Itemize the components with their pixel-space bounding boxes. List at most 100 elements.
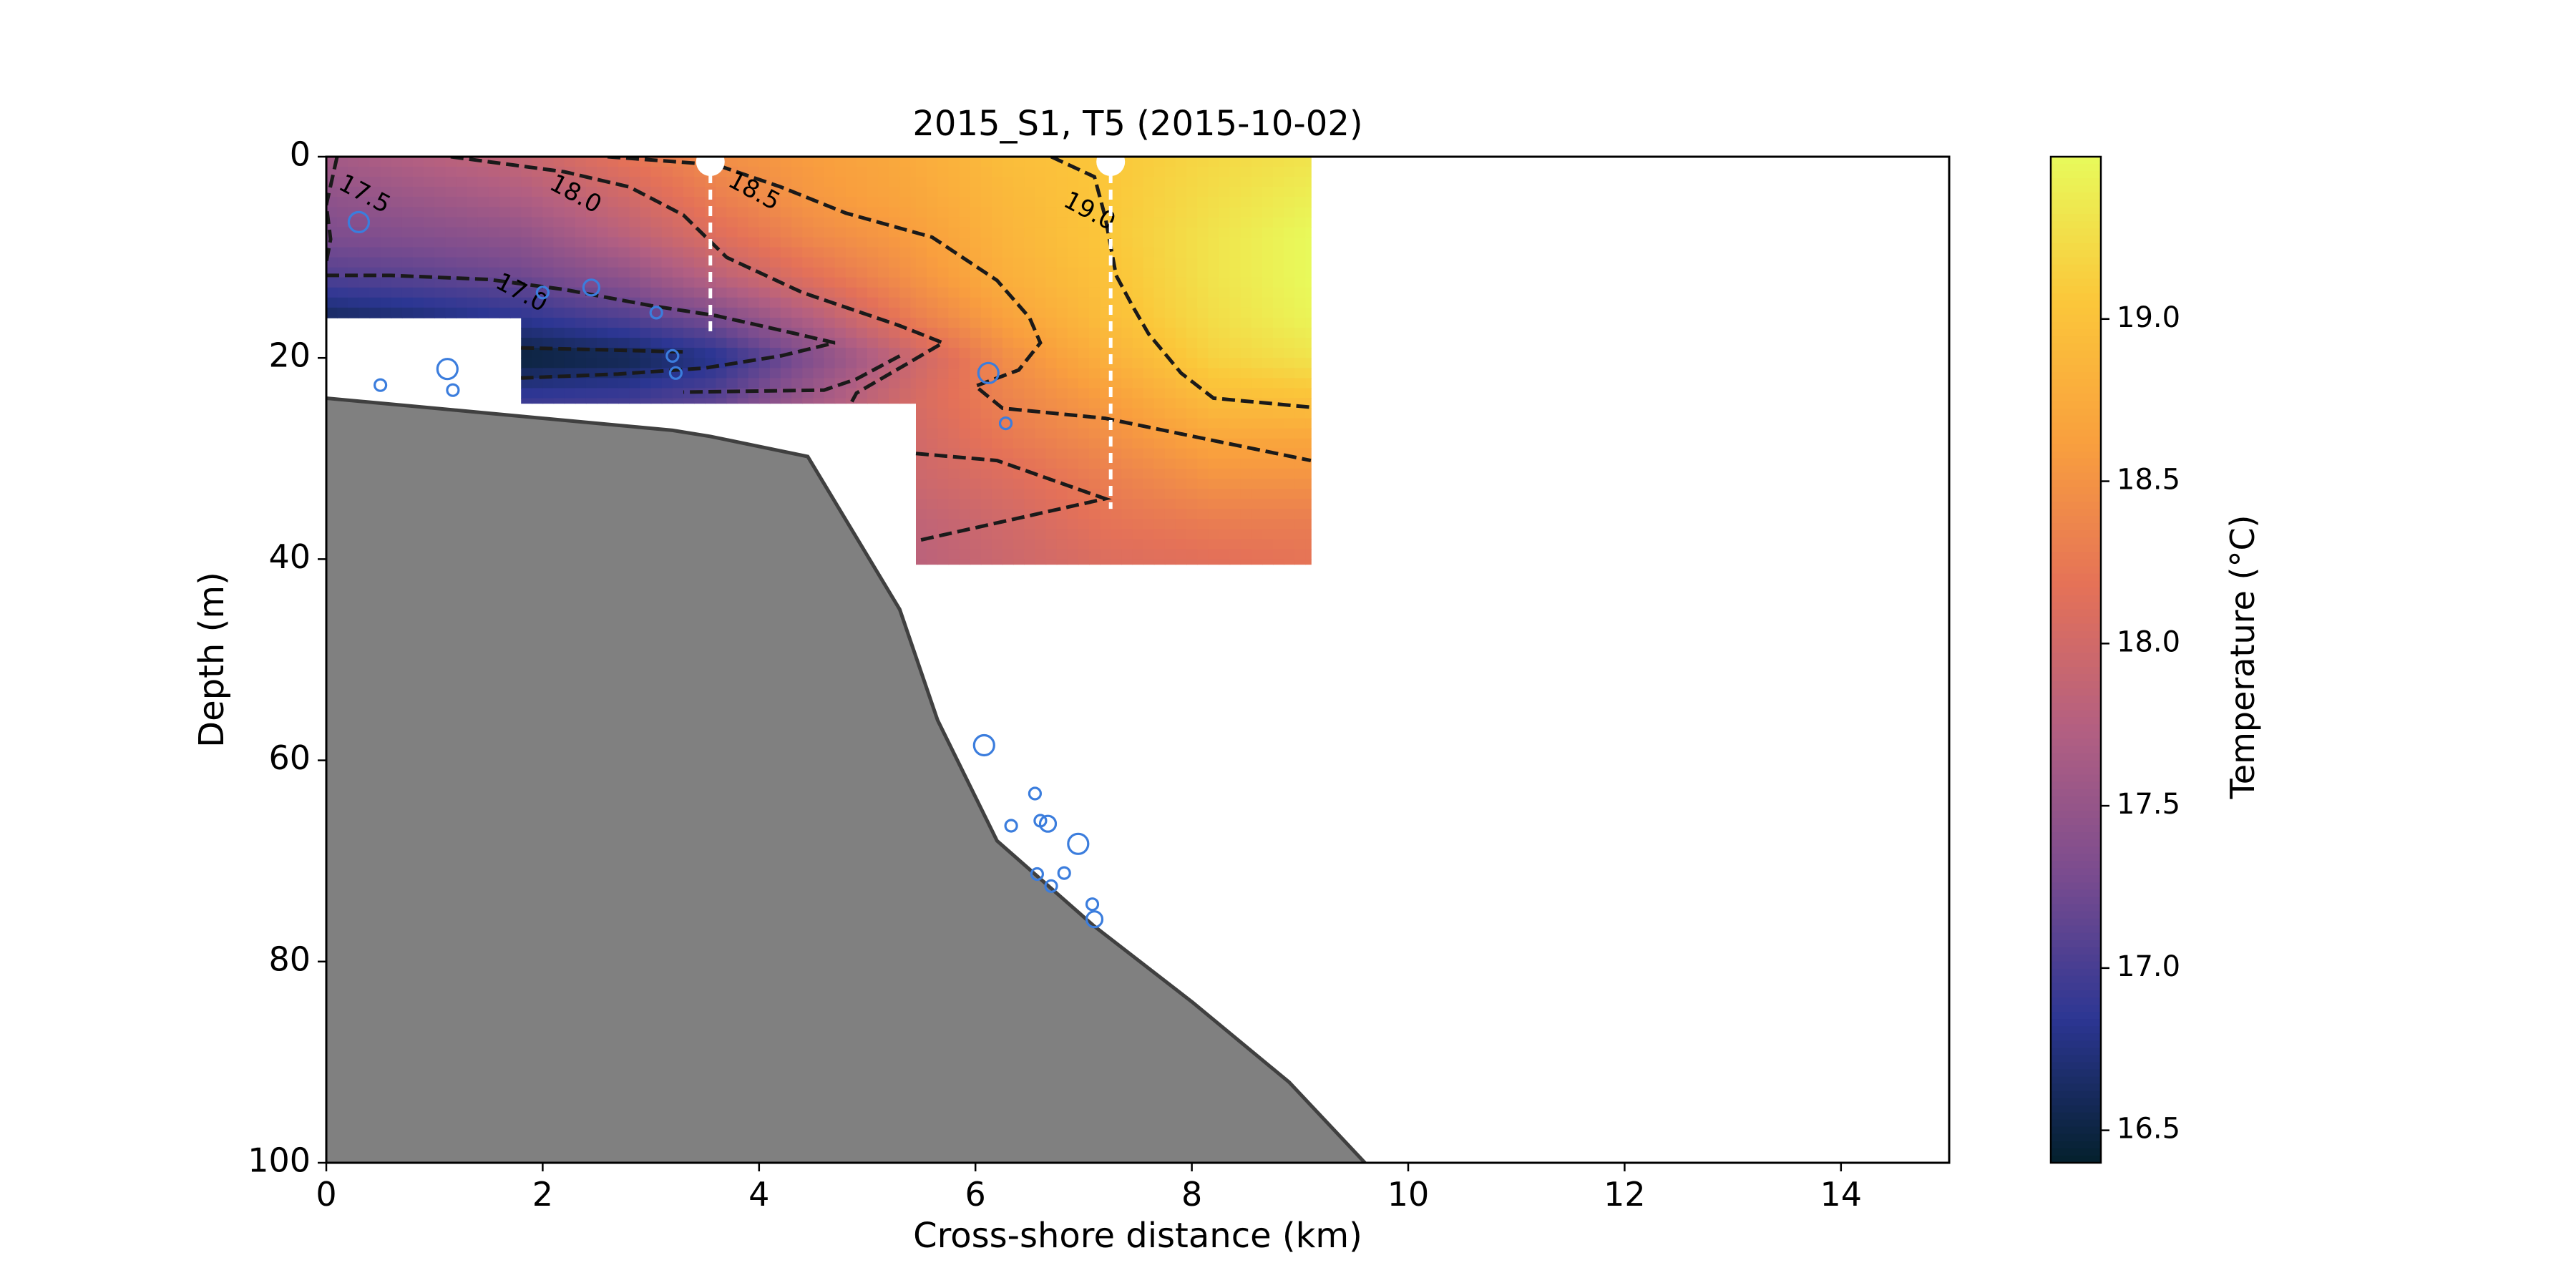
heatmap-cell [467, 207, 479, 218]
colorbar-segment [2051, 616, 2101, 625]
heatmap-cell [937, 348, 950, 358]
heatmap-cell [948, 408, 960, 419]
heatmap-cell [1175, 539, 1187, 550]
heatmap-cell [1035, 177, 1047, 187]
heatmap-cell [716, 388, 728, 399]
colorbar-segment [2051, 1133, 2101, 1142]
heatmap-cell [980, 297, 992, 308]
heatmap-cell [899, 307, 912, 318]
heatmap-cell [1067, 458, 1079, 469]
heatmap-cell [1229, 458, 1241, 469]
heatmap-cell [845, 328, 857, 338]
heatmap-cell [1002, 408, 1014, 419]
heatmap-cell [1197, 539, 1209, 550]
heatmap-cell [948, 318, 960, 328]
colorbar-segment [2051, 444, 2101, 452]
heatmap-cell [510, 307, 522, 318]
heatmap-cell [1056, 187, 1068, 198]
heatmap-cell [1056, 378, 1068, 389]
heatmap-cell [1273, 519, 1284, 530]
heatmap-cell [1251, 227, 1263, 238]
heatmap-cell [1186, 197, 1198, 208]
heatmap-cell [413, 307, 424, 318]
heatmap-cell [629, 257, 641, 268]
heatmap-cell [1121, 378, 1133, 389]
heatmap-cell [1164, 187, 1176, 198]
heatmap-cell [1111, 287, 1123, 298]
heatmap-cell [1067, 519, 1079, 530]
heatmap-cell [1089, 328, 1101, 338]
colorbar-segment [2051, 1005, 2101, 1013]
heatmap-cell [980, 348, 992, 358]
heatmap-cell [824, 207, 836, 218]
heatmap-cell [1186, 398, 1198, 409]
heatmap-cell [991, 237, 1003, 248]
heatmap-cell [1100, 277, 1111, 288]
heatmap-cell [348, 307, 360, 318]
colorbar-segment [2051, 681, 2101, 689]
heatmap-cell [532, 378, 544, 389]
heatmap-cell [1197, 167, 1209, 177]
heatmap-cell [1132, 287, 1144, 298]
colorbar-segment [2051, 1048, 2101, 1056]
heatmap-cell [791, 297, 804, 308]
heatmap-cell [1078, 428, 1090, 439]
heatmap-cell [959, 468, 971, 479]
heatmap-cell [910, 297, 917, 308]
heatmap-cell [618, 307, 630, 318]
heatmap-cell [959, 549, 971, 560]
heatmap-cell [629, 177, 641, 187]
colorbar-segment [2051, 408, 2101, 416]
heatmap-cell [1100, 418, 1111, 429]
heatmap-cell [1153, 559, 1166, 565]
heatmap-cell [488, 207, 500, 218]
heatmap-cell [597, 358, 608, 369]
heatmap-cell [1186, 287, 1198, 298]
heatmap-cell [948, 227, 960, 238]
heatmap-cell [716, 297, 728, 308]
heatmap-cell [1056, 257, 1068, 268]
heatmap-cell [488, 217, 500, 228]
heatmap-cell [1262, 418, 1274, 429]
heatmap-cell [824, 318, 836, 328]
heatmap-cell [1273, 358, 1284, 369]
heatmap-cell [1240, 187, 1252, 198]
heatmap-cell [1262, 328, 1274, 338]
heatmap-cell [1100, 458, 1111, 469]
heatmap-cell [856, 177, 868, 187]
heatmap-cell [1153, 318, 1166, 328]
heatmap-cell [1240, 549, 1252, 560]
heatmap-cell [781, 358, 792, 369]
heatmap-cell [532, 388, 544, 399]
colorbar-segment [2051, 630, 2101, 639]
heatmap-cell [781, 287, 792, 298]
heatmap-cell [1056, 408, 1068, 419]
heatmap-cell [867, 338, 879, 348]
heatmap-cell [1219, 539, 1231, 550]
heatmap-cell [650, 378, 663, 389]
heatmap-cell [791, 398, 804, 404]
heatmap-cell [1121, 509, 1133, 519]
heatmap-cell [726, 177, 738, 187]
bathymetry [326, 396, 1367, 1163]
heatmap-cell [1305, 338, 1312, 348]
colorbar-segment [2051, 997, 2101, 1005]
heatmap-cell [618, 277, 630, 288]
heatmap-cell [1035, 358, 1047, 369]
heatmap-cell [889, 247, 901, 258]
heatmap-cell [1111, 207, 1123, 218]
heatmap-cell [1111, 247, 1123, 258]
colorbar-segment [2051, 982, 2101, 991]
heatmap-cell [1132, 257, 1144, 268]
heatmap-cell [650, 207, 663, 218]
heatmap-cell [1045, 187, 1058, 198]
heatmap-cell [781, 167, 792, 177]
heatmap-cell [726, 157, 738, 167]
heatmap-cell [1100, 368, 1111, 379]
heatmap-cell [867, 358, 879, 369]
heatmap-cell [845, 157, 857, 167]
heatmap-cell [1089, 368, 1101, 379]
heatmap-cell [1056, 388, 1068, 399]
heatmap-cell [813, 378, 825, 389]
heatmap-cell [597, 388, 608, 399]
